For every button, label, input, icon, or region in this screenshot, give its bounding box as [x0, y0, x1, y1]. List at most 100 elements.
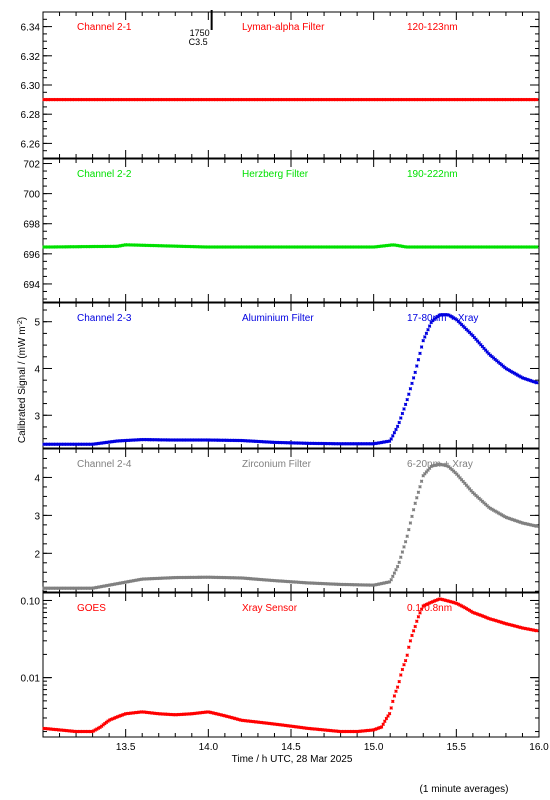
- data-point: [488, 617, 493, 621]
- x-axis-label: Time / h UTC, 28 Mar 2025: [232, 754, 353, 765]
- data-point: [322, 441, 326, 446]
- data-point: [136, 97, 141, 102]
- data-point: [154, 576, 158, 581]
- data-point: [400, 97, 405, 102]
- data-point: [203, 97, 208, 102]
- data-point: [77, 244, 81, 249]
- data-point: [435, 462, 440, 467]
- data-point: [282, 245, 286, 249]
- data-point: [272, 722, 277, 726]
- data-point: [285, 723, 289, 728]
- data-point: [418, 485, 422, 489]
- data-point: [459, 245, 464, 249]
- data-point: [109, 583, 113, 587]
- data-point: [66, 442, 70, 447]
- band-label: 17-80nm + Xray: [407, 313, 478, 324]
- data-point: [58, 97, 62, 102]
- data-point: [517, 245, 521, 249]
- data-point: [165, 712, 169, 717]
- data-point: [517, 97, 521, 102]
- data-point: [487, 616, 491, 621]
- data-point: [440, 312, 445, 317]
- data-point: [323, 441, 328, 446]
- data-point: [109, 717, 113, 722]
- data-point: [391, 97, 395, 102]
- data-point: [69, 245, 73, 249]
- data-point: [443, 463, 448, 468]
- data-point: [514, 245, 518, 249]
- data-point: [330, 441, 334, 446]
- data-point: [512, 97, 517, 102]
- y-tick-label: 698: [23, 220, 40, 231]
- data-point: [191, 438, 195, 442]
- channel-label: Channel 2-4: [77, 459, 132, 470]
- data-point: [213, 438, 217, 442]
- data-point: [167, 244, 171, 248]
- data-point: [48, 442, 53, 447]
- data-point: [66, 245, 70, 249]
- data-point: [271, 245, 275, 249]
- data-point: [482, 614, 486, 619]
- data-point: [338, 97, 342, 102]
- data-point: [530, 379, 534, 383]
- data-point: [407, 527, 411, 532]
- data-point: [531, 523, 536, 528]
- data-point: [373, 727, 377, 732]
- data-point: [423, 472, 427, 476]
- data-point: [133, 243, 137, 247]
- data-point: [307, 245, 312, 249]
- data-point: [384, 243, 389, 248]
- data-point: [475, 612, 480, 616]
- data-point: [290, 441, 294, 445]
- data-point: [459, 97, 464, 102]
- data-point: [520, 626, 525, 630]
- data-point: [191, 711, 195, 716]
- data-point: [271, 578, 275, 583]
- data-point: [96, 585, 101, 589]
- data-point: [213, 575, 217, 580]
- data-point: [264, 97, 269, 102]
- data-point: [301, 580, 305, 585]
- data-point: [355, 97, 360, 102]
- data-point: [101, 441, 105, 445]
- data-point: [47, 727, 51, 731]
- data-point: [107, 97, 112, 102]
- data-point: [186, 244, 190, 249]
- data-point: [395, 564, 400, 569]
- data-point: [91, 442, 96, 446]
- data-point: [519, 97, 523, 102]
- data-point: [48, 727, 53, 731]
- data-point: [355, 729, 360, 734]
- data-point: [175, 712, 179, 717]
- data-point: [127, 579, 131, 584]
- data-point: [365, 97, 369, 102]
- data-point: [61, 728, 65, 733]
- x-tick-label: 16.0: [529, 742, 549, 753]
- data-point: [210, 97, 214, 102]
- data-point: [45, 97, 49, 102]
- data-point: [173, 97, 177, 102]
- data-point: [120, 713, 125, 717]
- data-point: [181, 712, 185, 717]
- data-point: [283, 723, 288, 728]
- data-point: [386, 580, 390, 584]
- data-point: [183, 244, 187, 249]
- data-point: [223, 438, 227, 443]
- data-point: [498, 245, 502, 249]
- data-point: [384, 580, 389, 585]
- data-point: [424, 97, 429, 102]
- data-point: [386, 439, 390, 444]
- data-point: [111, 439, 115, 444]
- data-point: [277, 722, 281, 727]
- data-point: [239, 97, 243, 102]
- data-point: [167, 712, 171, 717]
- data-point: [231, 716, 235, 720]
- data-point: [496, 245, 501, 249]
- data-point: [423, 245, 427, 249]
- data-point: [352, 582, 357, 587]
- data-point: [383, 97, 387, 102]
- data-point: [347, 729, 352, 734]
- data-point: [298, 245, 302, 249]
- data-point: [523, 521, 528, 526]
- data-point: [429, 97, 433, 102]
